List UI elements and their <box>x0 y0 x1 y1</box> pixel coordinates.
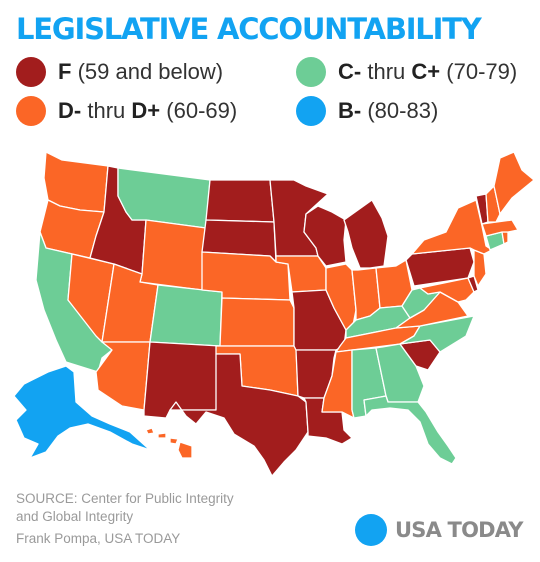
state-ma <box>481 219 519 237</box>
state-ny <box>411 199 493 255</box>
state-nj <box>473 249 487 287</box>
legend-swatch-c <box>296 57 326 87</box>
source-line-2: and Global Integrity <box>16 509 134 524</box>
legend-swatch-f <box>16 57 46 87</box>
legend-connector-d: thru <box>87 98 126 123</box>
state-nh <box>485 185 501 223</box>
legend-range-f: (59 and below) <box>77 59 224 84</box>
state-ak <box>13 365 151 459</box>
legend-swatch-d <box>16 96 46 126</box>
state-nc <box>399 315 475 353</box>
source-line-1: SOURCE: Center for Public Integrity <box>16 491 234 506</box>
state-wy <box>139 219 207 291</box>
legend-range-d: (60-69) <box>166 98 238 123</box>
usa-today-dot-icon <box>355 514 387 546</box>
legend-grade-c-start: C- <box>338 59 362 84</box>
state-mt <box>117 167 211 229</box>
state-wi <box>303 205 347 267</box>
legend-swatch-b <box>296 96 326 126</box>
hi-island-2 <box>157 432 167 439</box>
state-ca <box>35 231 113 373</box>
legend: F (59 and below) C- thru C+ (70-79) D- t… <box>0 0 540 140</box>
state-hi <box>145 427 193 459</box>
legend-grade-f: F <box>58 59 72 84</box>
state-me <box>493 151 535 215</box>
state-tx <box>169 353 309 477</box>
state-co <box>149 284 223 347</box>
hi-island-3 <box>169 437 179 445</box>
legend-range-b: (80-83) <box>367 98 439 123</box>
state-de <box>467 275 479 293</box>
state-nm <box>143 341 221 419</box>
legend-range-c: (70-79) <box>446 59 518 84</box>
legend-connector-c: thru <box>367 59 406 84</box>
us-map <box>0 140 540 480</box>
source-note: SOURCE: Center for Public Integrity and … <box>16 490 234 526</box>
us-map-svg <box>13 151 535 477</box>
legend-item-b: B- (80-83) <box>296 96 438 126</box>
state-nd <box>205 179 275 223</box>
legend-item-c: C- thru C+ (70-79) <box>296 57 517 87</box>
legend-grade-d-start: D- <box>58 98 82 123</box>
credit-line: Frank Pompa, USA TODAY <box>16 531 181 546</box>
legend-grade-d-end: D+ <box>131 98 161 123</box>
state-ks <box>219 297 295 347</box>
brand-text: USA TODAY <box>395 518 523 542</box>
legend-item-f: F (59 and below) <box>16 57 223 87</box>
brand-logo: USA TODAY <box>355 514 523 546</box>
state-fl <box>363 395 457 465</box>
state-mi <box>343 199 389 269</box>
legend-grade-c-end: C+ <box>411 59 441 84</box>
legend-item-d: D- thru D+ (60-69) <box>16 96 237 126</box>
hi-island-4 <box>177 441 193 459</box>
legend-grade-b: B- <box>338 98 362 123</box>
page-title: LEGISLATIVE ACCOUNTABILITY <box>16 12 482 46</box>
hi-island-1 <box>145 427 155 435</box>
